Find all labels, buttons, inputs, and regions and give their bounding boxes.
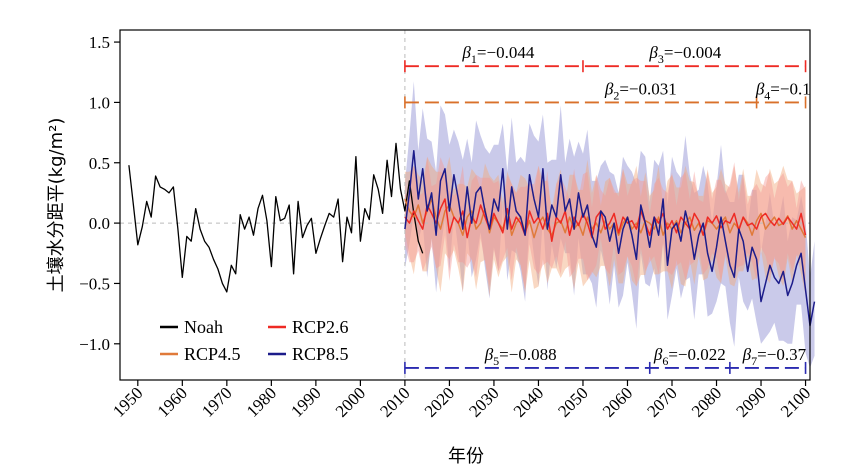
series-line-noah [128,142,424,293]
beta-value: =−0.022 [668,345,725,364]
x-tick-label: 2100 [777,383,814,420]
band-rcp26 [404,156,806,290]
x-tick-label: 2060 [599,383,636,420]
x-tick-label: 1960 [154,383,191,420]
x-tick-label: 2090 [732,383,769,420]
beta-subscript: 2 [613,88,619,102]
x-tick-label: 1990 [287,383,324,420]
beta-subscript: 4 [764,88,770,102]
legend-label: Noah [184,317,223,337]
y-tick-label: 1.5 [89,33,110,52]
x-tick-label: 1970 [198,383,235,420]
beta-subscript: 3 [658,52,664,66]
legend-label: RCP8.5 [292,344,349,364]
y-axis-title: 土壤水分距平(kg/m²) [46,118,67,293]
beta-symbol: β [484,345,494,364]
y-tick-label: 0.5 [89,154,110,173]
band-rcp85 [404,81,815,368]
beta-symbol: β [742,345,752,364]
x-tick-label: 1950 [109,383,146,420]
x-tick-label: 2010 [376,383,413,420]
legend-label: RCP4.5 [184,344,241,364]
trend-coefficient-label: β6=−0.022 [653,345,726,368]
beta-subscript: 5 [493,354,499,368]
series-lines [128,142,816,327]
plot-frame [119,29,811,381]
beta-symbol: β [653,345,663,364]
series-line-rcp85 [404,149,816,327]
beta-symbol: β [461,43,471,62]
trend-coefficient-label: β3=−0.004 [648,43,721,66]
x-tick-label: 2030 [465,383,502,420]
y-tick-label: 1.0 [89,93,110,112]
beta-value: =−0.1 [770,79,810,98]
x-tick-label: 2070 [643,383,680,420]
trend-coefficient-label: β4=−0.1 [755,79,811,102]
beta-value: =−0.088 [499,345,556,364]
y-tick-label: −1.0 [79,335,110,354]
beta-symbol: β [648,43,658,62]
beta-symbol: β [755,79,765,98]
beta-value: =−0.004 [664,43,722,62]
x-tick-label: 2040 [510,383,547,420]
beta-value: =−0.37 [757,345,806,364]
x-tick-label: 2050 [554,383,591,420]
y-tick-label: 0.0 [89,214,110,233]
beta-symbol: β [604,79,614,98]
beta-subscript: 7 [751,354,757,368]
x-tick-label: 2000 [332,383,369,420]
legend-label: RCP2.6 [292,317,349,337]
x-tick-label: 2020 [421,383,458,420]
beta-subscript: 6 [662,354,668,368]
trend-coefficient-label: β5=−0.088 [484,345,557,368]
x-tick-label: 1980 [243,383,280,420]
x-axis-title: 年份 [448,446,484,467]
trend-coefficient-label: β2=−0.031 [604,79,677,102]
beta-value: =−0.044 [477,43,535,62]
x-tick-label: 2080 [688,383,725,420]
trend-coefficient-label: β7=−0.37 [742,345,807,368]
y-tick-label: −0.5 [79,274,110,293]
trend-coefficient-label: β1=−0.044 [461,43,534,66]
beta-subscript: 1 [471,52,477,66]
beta-value: =−0.031 [619,79,676,98]
legend: Noah RCP2.6 RCP4.5 RCP8.5 [160,317,349,364]
